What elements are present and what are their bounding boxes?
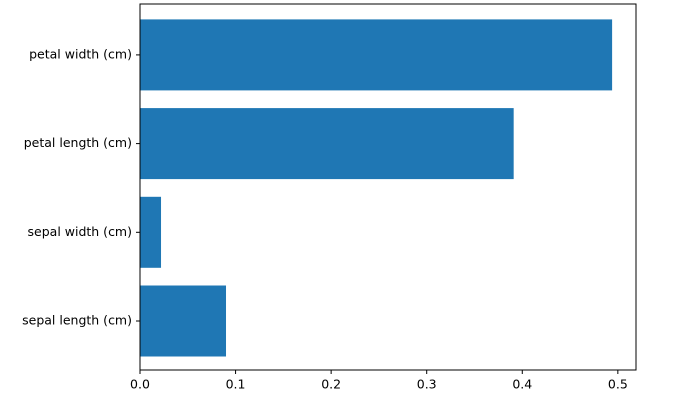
bar [140, 108, 514, 180]
bar [140, 285, 227, 357]
x-tick-label: 0.0 [130, 377, 150, 392]
x-tick-label: 0.5 [608, 377, 628, 392]
bar [140, 19, 613, 91]
x-tick-label: 0.3 [417, 377, 437, 392]
y-tick-label: sepal width (cm) [28, 224, 132, 239]
x-tick-label: 0.2 [321, 377, 341, 392]
plot-frame [139, 3, 637, 371]
y-tick-label: petal width (cm) [29, 46, 132, 61]
y-tick-label: petal length (cm) [24, 135, 132, 150]
y-tick-label: sepal length (cm) [22, 313, 132, 328]
x-tick-label: 0.4 [512, 377, 532, 392]
bar [140, 196, 162, 268]
x-tick-label: 0.1 [226, 377, 246, 392]
